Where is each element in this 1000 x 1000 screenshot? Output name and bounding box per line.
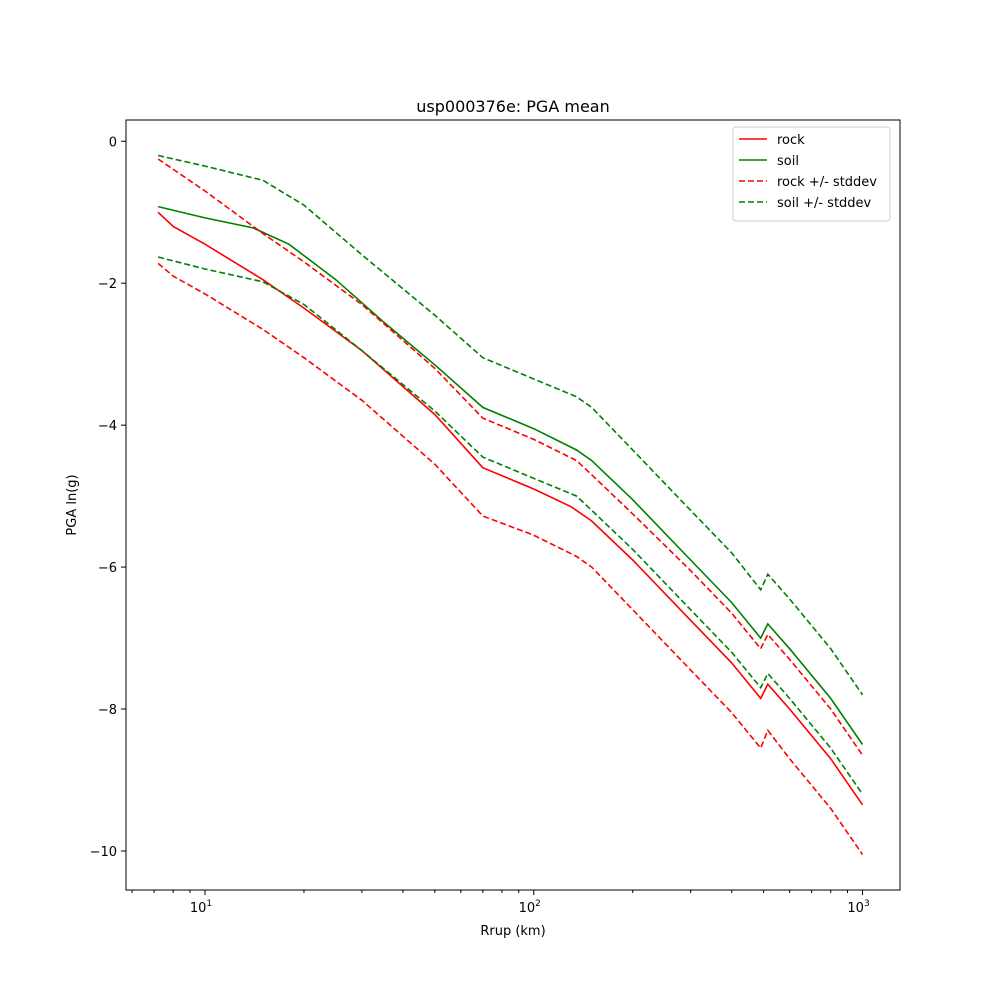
legend-box [732, 126, 891, 222]
y-axis: 0 −2 −4 −6 −8 −10 [90, 135, 126, 860]
legend-label-rock: rock [777, 133, 805, 148]
x-axis: 101 102 103 [131, 890, 870, 916]
legend-label-soil: soil [777, 154, 799, 169]
series-line-rock-stddev-2 [157, 158, 864, 756]
series-line-rock-0 [157, 211, 864, 806]
x-axis-label: Rrup (km) [480, 924, 545, 939]
y-tick-label: −8 [98, 703, 117, 718]
plot-frame [125, 119, 901, 891]
chart-title: usp000376e: PGA mean [416, 97, 609, 116]
legend-label-soil-stddev: soil +/- stddev [777, 196, 872, 211]
x-tick-label: 102 [519, 899, 541, 916]
series-line-soil-stddev-4 [157, 154, 864, 696]
y-tick-label: 0 [109, 135, 117, 150]
plot-area [157, 154, 864, 855]
y-axis-label: PGA ln(g) [65, 474, 80, 535]
y-tick-label: −6 [98, 561, 117, 576]
series-line-soil-1 [157, 205, 864, 745]
legend-label-rock-stddev: rock +/- stddev [777, 175, 877, 190]
series-line-soil-stddev-lower-5 [157, 256, 864, 795]
y-tick-label: −4 [98, 419, 117, 434]
y-tick-label: −10 [90, 845, 117, 860]
y-tick-label: −2 [98, 277, 117, 292]
legend: rock soil rock +/- stddev soil +/- stddev [732, 126, 891, 222]
series-line-rock-stddev-lower-3 [157, 262, 864, 855]
x-tick-label: 103 [847, 899, 869, 916]
x-tick-label: 101 [190, 899, 212, 916]
